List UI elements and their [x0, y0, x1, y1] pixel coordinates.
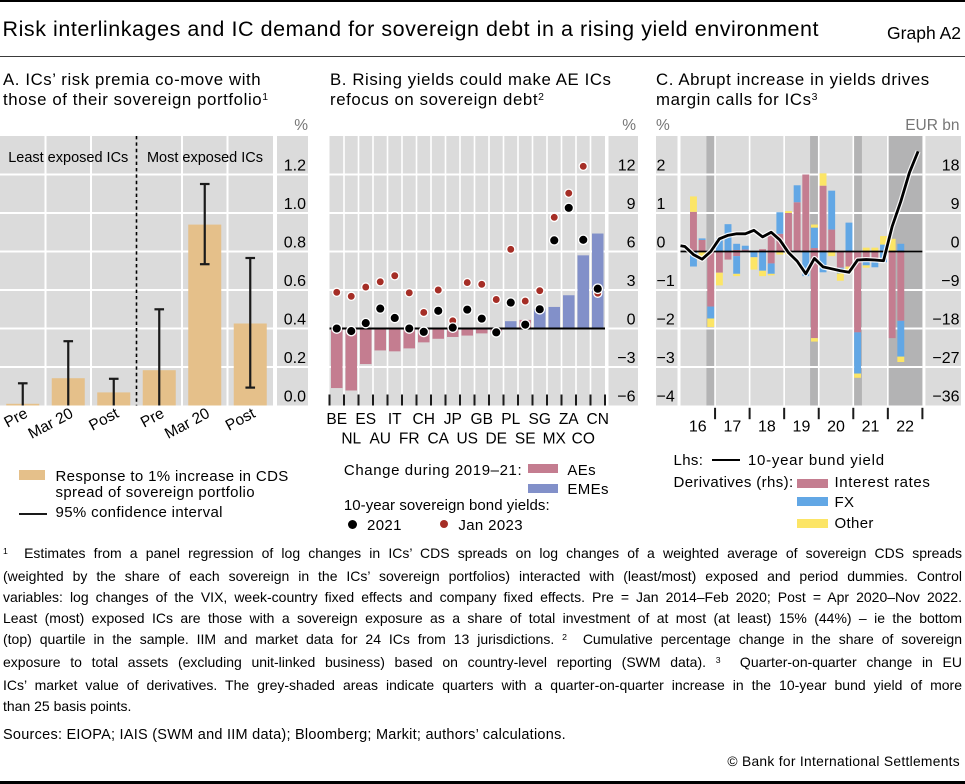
svg-text:MX: MX — [543, 431, 567, 448]
svg-text:NL: NL — [341, 431, 361, 448]
svg-text:Post: Post — [223, 405, 259, 435]
svg-text:Mar 20: Mar 20 — [26, 405, 77, 443]
svg-text:−3: −3 — [617, 350, 635, 367]
svg-text:−6: −6 — [617, 389, 635, 406]
svg-text:12: 12 — [618, 158, 636, 175]
svg-text:SE: SE — [515, 431, 536, 448]
svg-text:3: 3 — [627, 273, 636, 290]
svg-text:−18: −18 — [932, 312, 959, 329]
svg-text:2: 2 — [657, 158, 666, 175]
svg-text:−36: −36 — [932, 389, 959, 406]
svg-text:Mar 20: Mar 20 — [162, 405, 213, 443]
svg-text:0: 0 — [951, 235, 960, 252]
svg-text:CN: CN — [587, 411, 609, 428]
svg-text:Most exposed ICs: Most exposed ICs — [147, 150, 263, 166]
svg-text:20: 20 — [827, 419, 845, 436]
svg-text:0.2: 0.2 — [284, 350, 306, 367]
svg-text:Least exposed ICs: Least exposed ICs — [8, 150, 128, 166]
svg-text:DE: DE — [485, 431, 507, 448]
svg-text:Post: Post — [86, 405, 122, 435]
svg-text:ZA: ZA — [559, 411, 579, 428]
svg-text:FR: FR — [399, 431, 420, 448]
svg-text:22: 22 — [896, 419, 914, 436]
svg-text:−4: −4 — [657, 389, 675, 406]
svg-text:0: 0 — [657, 235, 666, 252]
svg-text:21: 21 — [862, 419, 880, 436]
svg-text:BE: BE — [326, 411, 347, 428]
svg-text:0.4: 0.4 — [284, 312, 306, 329]
svg-text:18: 18 — [758, 419, 776, 436]
svg-text:−3: −3 — [657, 350, 675, 367]
svg-text:−1: −1 — [657, 273, 675, 290]
svg-text:16: 16 — [689, 419, 707, 436]
svg-text:−9: −9 — [941, 273, 959, 290]
svg-text:PL: PL — [501, 411, 520, 428]
svg-text:0.0: 0.0 — [284, 389, 306, 406]
svg-text:18: 18 — [942, 158, 960, 175]
svg-text:9: 9 — [627, 196, 636, 213]
svg-text:CO: CO — [572, 431, 595, 448]
svg-text:1.0: 1.0 — [284, 196, 306, 213]
svg-text:−27: −27 — [932, 350, 959, 367]
svg-text:0.8: 0.8 — [284, 235, 306, 252]
svg-text:JP: JP — [444, 411, 462, 428]
svg-text:1: 1 — [657, 196, 666, 213]
svg-text:0: 0 — [627, 312, 636, 329]
svg-text:9: 9 — [951, 196, 960, 213]
svg-text:ES: ES — [355, 411, 376, 428]
svg-text:−2: −2 — [657, 312, 675, 329]
svg-text:17: 17 — [723, 419, 741, 436]
svg-text:1.2: 1.2 — [284, 158, 306, 175]
svg-text:AU: AU — [369, 431, 391, 448]
svg-text:CA: CA — [427, 431, 449, 448]
svg-text:0.6: 0.6 — [284, 273, 306, 290]
svg-text:CH: CH — [413, 411, 435, 428]
svg-text:IT: IT — [388, 411, 402, 428]
svg-text:6: 6 — [627, 235, 636, 252]
svg-text:19: 19 — [793, 419, 811, 436]
svg-text:SG: SG — [529, 411, 551, 428]
svg-text:US: US — [456, 431, 478, 448]
svg-text:GB: GB — [471, 411, 493, 428]
